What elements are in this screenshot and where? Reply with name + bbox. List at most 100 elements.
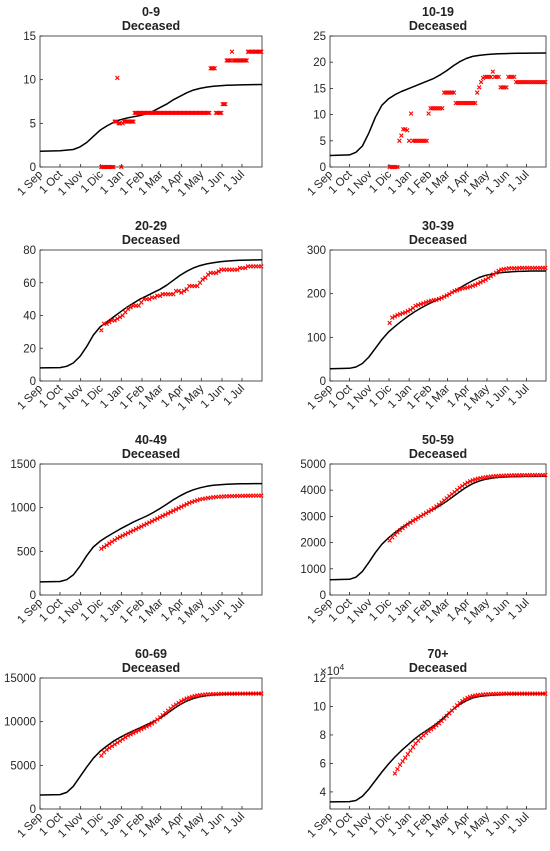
observed-point <box>457 287 463 292</box>
observed-point <box>129 119 135 124</box>
panel-subtitle: Deceased <box>122 233 180 247</box>
y-exponent-label: ×104 <box>320 662 345 678</box>
x-tick-label: 1 Jul <box>506 811 532 837</box>
observed-point <box>173 702 179 707</box>
y-tick-label: 12 <box>313 673 326 685</box>
observed-series <box>392 691 548 776</box>
panel-title: 40-49 <box>135 433 167 447</box>
y-tick-label: 300 <box>307 245 326 257</box>
observed-point <box>491 272 496 277</box>
observed-point <box>149 721 155 726</box>
observed-point <box>120 533 125 538</box>
observed-point <box>462 697 468 702</box>
observed-point <box>244 58 249 63</box>
observed-point <box>144 724 149 729</box>
y-tick-label: 10 <box>313 701 326 713</box>
model-line <box>39 482 263 583</box>
observed-series <box>99 49 264 170</box>
observed-point <box>404 128 410 133</box>
observed-point <box>408 307 413 313</box>
observed-point <box>149 518 155 524</box>
observed-point <box>476 85 482 90</box>
observed-point <box>408 748 413 753</box>
observed-point <box>157 514 163 520</box>
observed-point <box>399 133 404 138</box>
observed-point <box>125 733 131 738</box>
observed-point <box>179 698 184 704</box>
observed-point <box>400 311 405 316</box>
observed-point <box>176 288 181 294</box>
observed-series <box>99 493 264 552</box>
y-tick-label: 0 <box>30 162 36 174</box>
observed-point <box>426 111 431 116</box>
observed-point <box>465 480 470 485</box>
observed-point <box>543 79 548 85</box>
observed-point <box>216 268 221 274</box>
panel-subtitle: Deceased <box>409 19 467 33</box>
observed-point <box>423 300 429 305</box>
y-tick-label: 5000 <box>10 760 36 772</box>
y-tick-label: 0 <box>30 376 36 388</box>
model-line <box>329 52 547 157</box>
observed-point <box>131 528 136 533</box>
observed-point <box>410 518 416 524</box>
observed-point <box>473 100 478 106</box>
y-tick-label: 10 <box>313 110 326 122</box>
observed-point <box>387 320 392 326</box>
observed-point <box>181 503 187 508</box>
observed-point <box>133 526 139 532</box>
observed-point <box>128 732 133 737</box>
y-tick-label: 1000 <box>10 503 36 515</box>
y-tick-label: 0 <box>30 804 36 816</box>
model-line <box>329 270 546 370</box>
observed-point <box>107 745 112 751</box>
observed-point <box>439 106 445 111</box>
observed-point <box>424 138 429 144</box>
observed-point <box>467 694 473 700</box>
observed-point <box>139 726 144 732</box>
x-tick-label: 1 Jul <box>221 811 247 837</box>
observed-point <box>504 85 509 90</box>
observed-point <box>136 525 141 531</box>
x-tick-label: 1 Jul <box>506 169 532 195</box>
observed-point <box>462 481 468 487</box>
x-tick-label: 1 Jun <box>199 383 227 411</box>
observed-point <box>470 283 475 289</box>
observed-point <box>418 513 424 519</box>
observed-point <box>449 290 455 295</box>
observed-point <box>181 288 187 294</box>
observed-point <box>123 735 128 740</box>
y-exponent-power: 4 <box>340 662 345 672</box>
observed-point <box>115 316 120 322</box>
observed-series <box>387 472 548 543</box>
observed-point <box>136 728 141 733</box>
y-tick-label: 15 <box>23 31 36 43</box>
observed-point <box>101 544 107 550</box>
observed-point <box>415 302 421 308</box>
observed-point <box>496 268 501 274</box>
observed-point <box>116 121 121 126</box>
x-tick-label: 1 Jun <box>199 597 227 625</box>
y-exponent-base: ×10 <box>320 666 340 678</box>
panel-subtitle: Deceased <box>122 661 180 675</box>
model-line <box>39 83 263 153</box>
observed-point <box>493 270 499 275</box>
observed-point <box>467 479 473 484</box>
y-tick-label: 0 <box>320 162 326 174</box>
observed-point <box>113 119 119 124</box>
y-tick-label: 100 <box>307 332 326 344</box>
observed-point <box>131 730 136 736</box>
observed-point <box>410 744 416 750</box>
axes-box <box>39 677 263 810</box>
observed-point <box>211 66 216 71</box>
observed-point <box>176 700 181 706</box>
observed-point <box>496 74 501 80</box>
observed-point <box>485 275 491 281</box>
observed-point <box>259 493 264 498</box>
y-tick-label: 500 <box>17 546 36 558</box>
observed-point <box>109 539 115 545</box>
